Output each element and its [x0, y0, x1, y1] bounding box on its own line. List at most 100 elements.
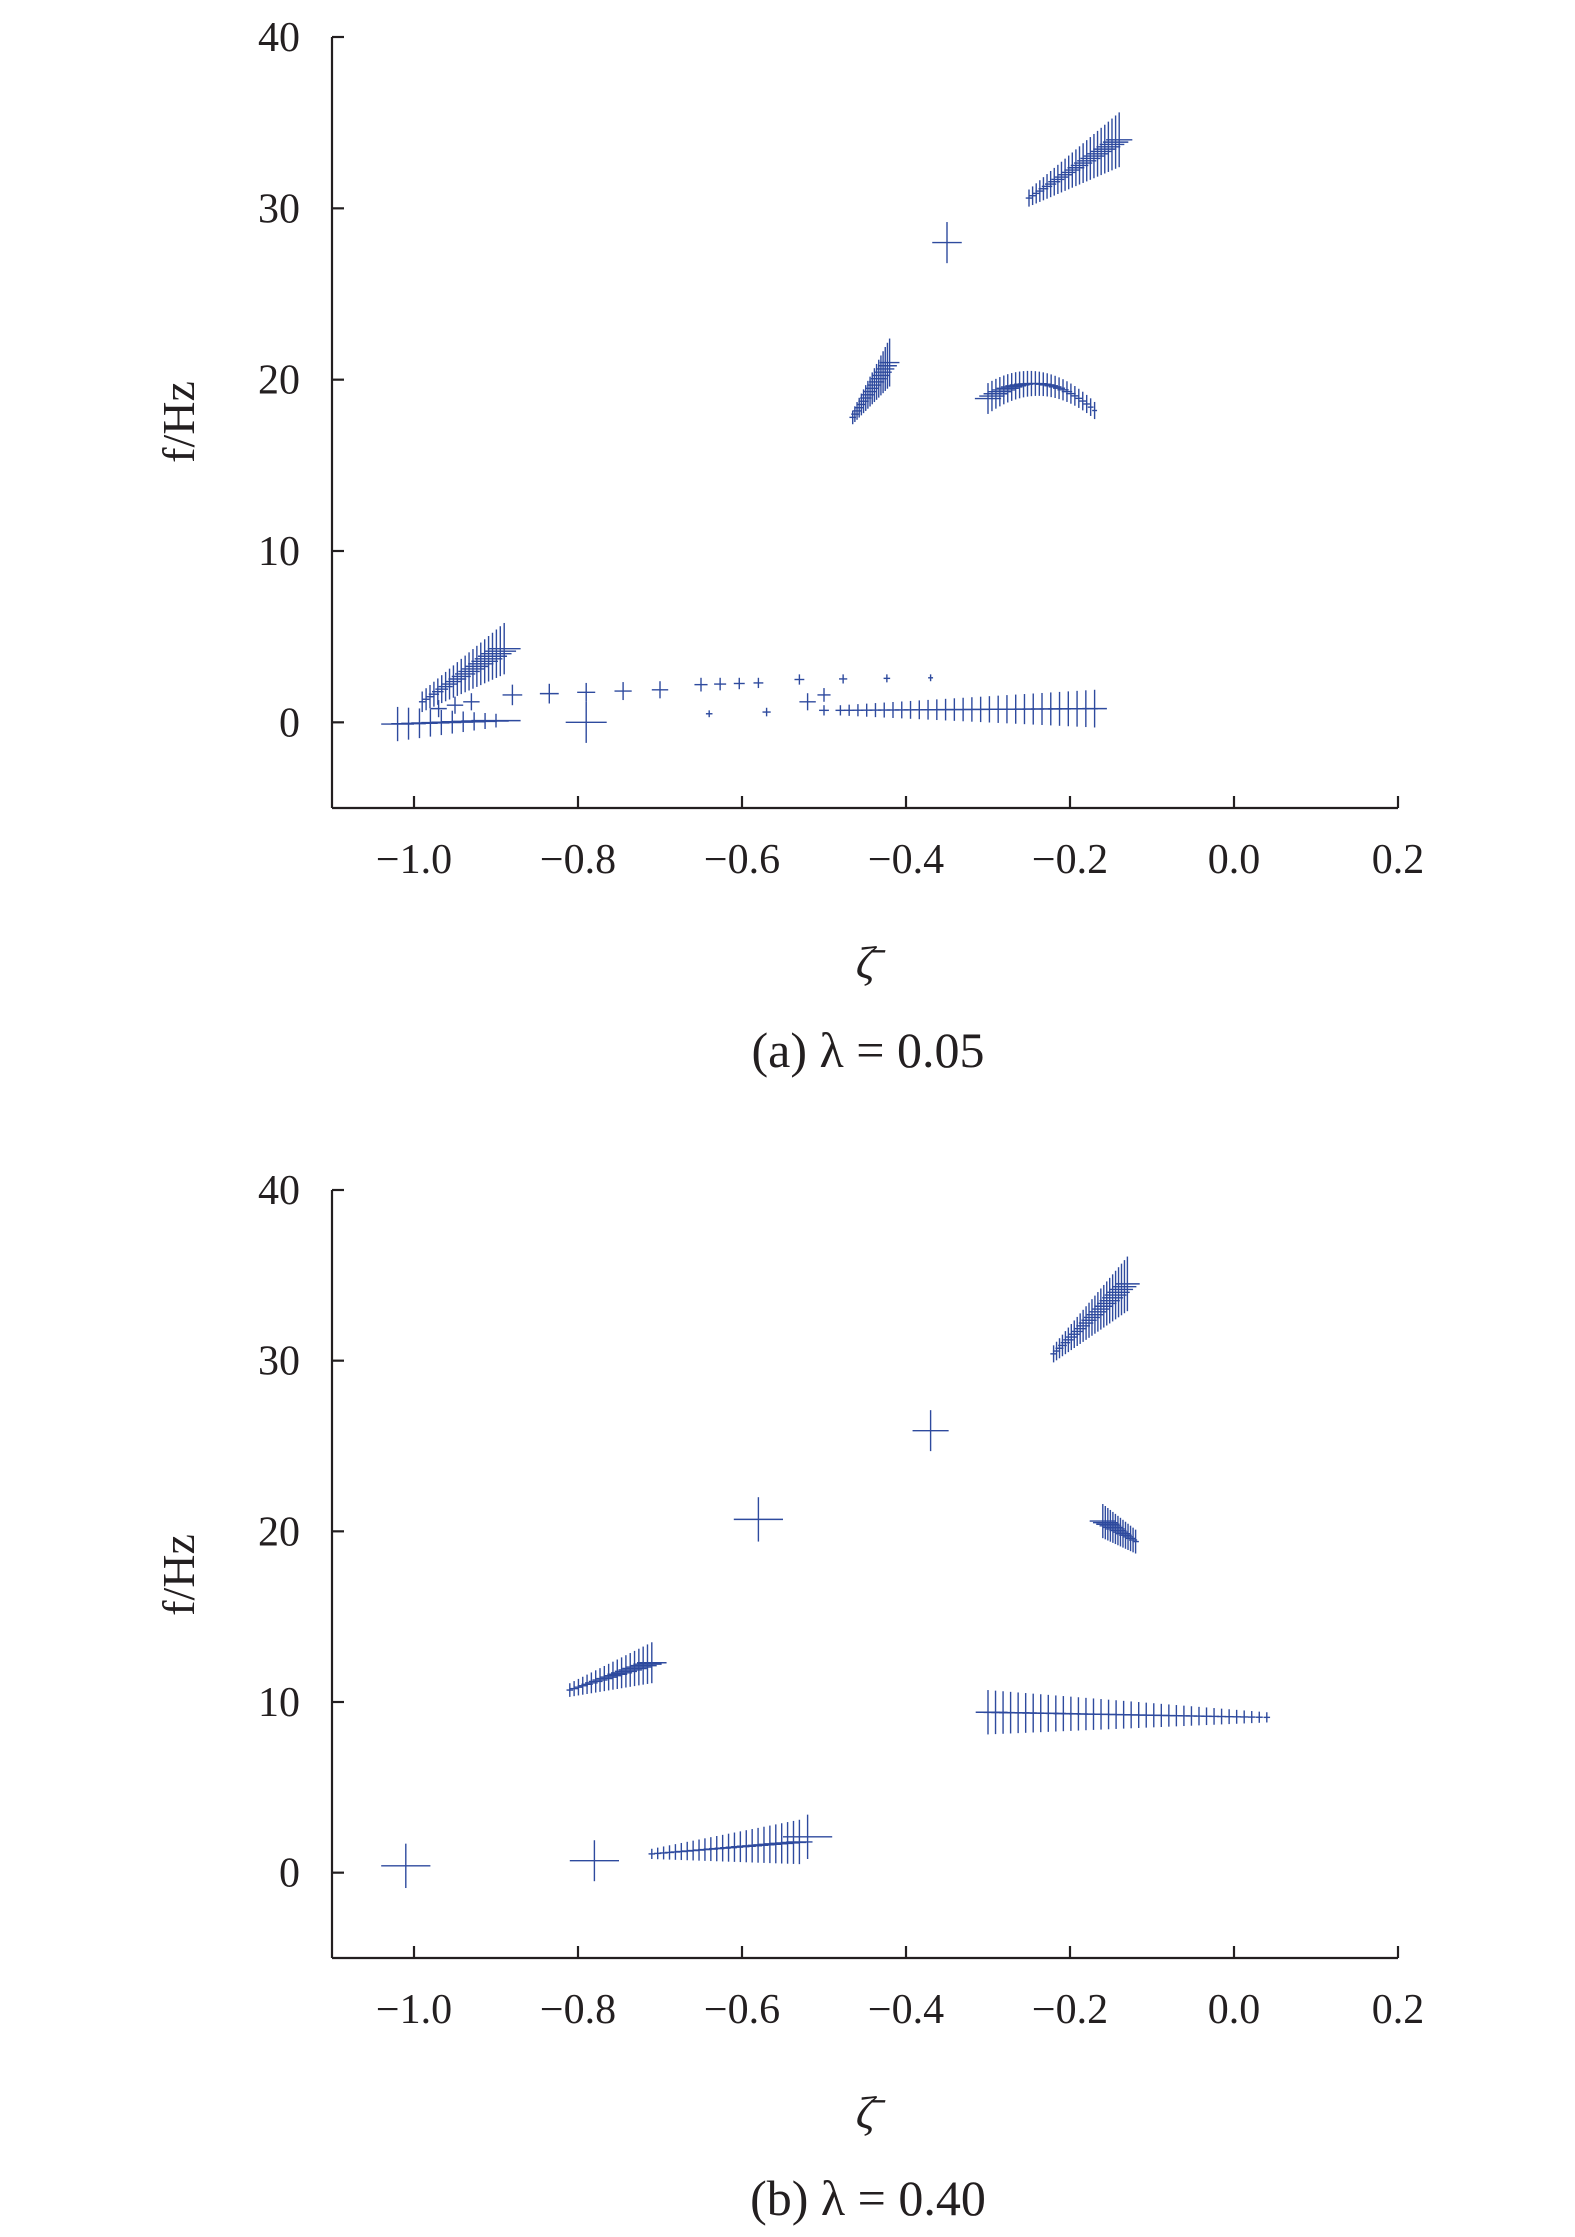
panel-b-y-tick-label: 10 [258, 1680, 300, 1726]
data-point [932, 222, 962, 264]
data-point [1064, 152, 1081, 188]
panel-b-y-label: f/Hz [153, 1534, 204, 1616]
data-point [1224, 1709, 1234, 1725]
data-point [577, 682, 596, 702]
data-point [1057, 158, 1073, 191]
panel-b-caption: (b) λ = 0.40 [750, 2170, 986, 2226]
data-point [1102, 1511, 1123, 1543]
data-point [1092, 401, 1098, 420]
data-point [786, 1819, 813, 1865]
data-point [422, 688, 431, 711]
data-point [1065, 1324, 1077, 1351]
panel-a-x-ticks: −1.0 −0.8 −0.6 −0.4 −0.2 0.0 0.2 [376, 796, 1424, 883]
data-point [425, 684, 435, 709]
data-point [1119, 1521, 1132, 1549]
panel-a-x-tick-label: 0.0 [1208, 837, 1261, 883]
data-point [441, 668, 458, 700]
data-point [733, 677, 745, 690]
data-point [418, 691, 426, 713]
data-point [1107, 1267, 1130, 1318]
data-point [651, 681, 669, 699]
data-point [1066, 383, 1076, 404]
panel-a-caption: (a) λ = 0.05 [752, 1022, 985, 1078]
data-point [1079, 391, 1087, 411]
data-point [1240, 1710, 1249, 1724]
data-point [1109, 1263, 1134, 1316]
panel-b-x-label: ζ̄ [856, 2087, 887, 2138]
data-point [835, 705, 846, 716]
panel-a-x-tick-label: −0.4 [868, 837, 944, 883]
panel-b-y-tick-label: 0 [279, 1851, 300, 1897]
panel-a-y-tick-label: 10 [258, 529, 300, 575]
data-point [1089, 1504, 1116, 1539]
panel-a-y-tick-label: 0 [279, 700, 300, 746]
data-point [858, 389, 869, 414]
panel-a-x-tick-label: 0.2 [1372, 837, 1425, 883]
data-point [1032, 183, 1041, 204]
data-point [1106, 1513, 1125, 1545]
panel-b-x-tick-label: −0.6 [704, 1987, 780, 2033]
data-point [876, 347, 895, 391]
data-point [1109, 1515, 1127, 1546]
data-point [733, 1497, 783, 1542]
panel-a-x-tick-label: −0.2 [1032, 837, 1108, 883]
data-point [877, 342, 897, 389]
panel-a-axes [330, 37, 1398, 810]
data-point [839, 674, 848, 684]
data-point [1071, 1316, 1084, 1346]
data-point [783, 1814, 833, 1860]
data-point [1082, 689, 1107, 728]
panel-a-y-ticks: 0 10 20 30 40 [258, 15, 344, 746]
data-point [1025, 189, 1033, 207]
data-point [1115, 1256, 1140, 1312]
data-point [1081, 1302, 1097, 1338]
data-point [577, 1676, 588, 1695]
data-point [879, 338, 900, 387]
data-point [1073, 1313, 1087, 1344]
data-point [1263, 1712, 1271, 1723]
panel-a-y-tick-label: 30 [258, 186, 300, 232]
panel-a-x-tick-label: −0.8 [540, 837, 616, 883]
panel-b-axes [330, 1190, 1398, 1960]
data-point [762, 707, 771, 717]
data-point [648, 1848, 656, 1860]
data-point [872, 355, 890, 396]
data-point [463, 693, 480, 711]
data-point [633, 1644, 662, 1684]
data-point [438, 671, 453, 702]
panel-b-y-tick-label: 40 [258, 1168, 300, 1214]
data-point [381, 1843, 431, 1889]
data-point [1122, 1523, 1134, 1550]
panel-a-x-tick-label: −1.0 [376, 837, 452, 883]
data-point [1255, 1711, 1263, 1723]
data-point [856, 393, 867, 416]
panel-a-y-tick-label: 20 [258, 358, 300, 404]
data-point [487, 622, 521, 675]
data-point [1102, 115, 1129, 169]
data-point [1005, 372, 1026, 400]
data-point [819, 705, 829, 716]
data-point [445, 665, 462, 698]
data-point [1102, 1274, 1124, 1322]
data-point [471, 713, 521, 728]
data-point [1083, 394, 1090, 414]
panel-b-x-tick-label: −0.8 [540, 1987, 616, 2033]
data-point [502, 684, 523, 706]
data-point [1078, 1306, 1094, 1340]
data-point [471, 639, 498, 684]
panel-b-x-tick-label: 0.2 [1372, 1987, 1425, 2033]
data-point [1000, 373, 1023, 401]
data-point [1247, 1711, 1256, 1724]
data-point [912, 1410, 949, 1452]
data-point [1070, 386, 1080, 406]
data-point [1070, 146, 1089, 185]
panel-a-x-label: ζ̄ [856, 937, 887, 988]
panel-a-marks [381, 112, 1133, 743]
data-point [874, 351, 892, 394]
data-point [1099, 118, 1125, 171]
data-point [1096, 1281, 1117, 1326]
data-point [1093, 124, 1117, 174]
data-point [1050, 1345, 1057, 1363]
data-point [448, 662, 467, 696]
panel-b: 0 10 20 30 40 −1.0 −0.8 −0.6 −0.4 −0.2 0.0 0.2 f/H… [153, 1168, 1424, 2226]
